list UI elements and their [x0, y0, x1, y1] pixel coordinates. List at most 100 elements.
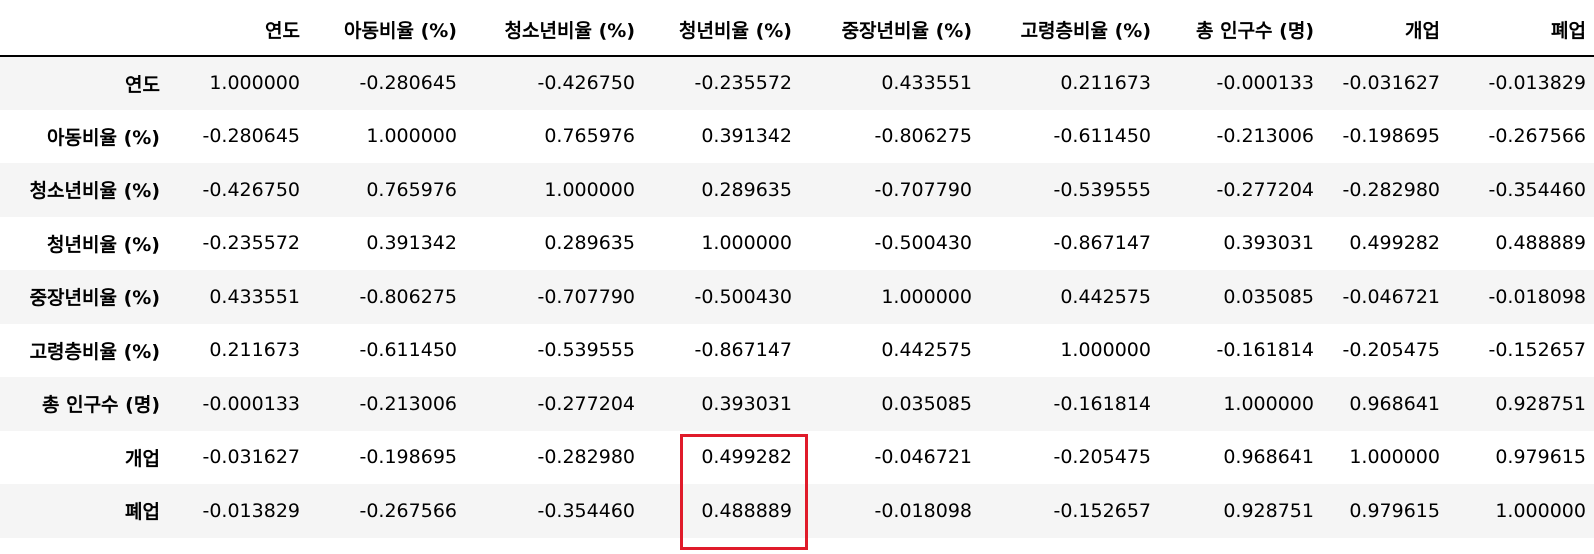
table-row: 연도 1.000000 -0.280645 -0.426750 -0.23557… [0, 56, 1594, 110]
table-cell: 0.765976 [366, 178, 457, 201]
table-cell: -0.282980 [537, 446, 635, 469]
table-cell: 1.000000 [366, 125, 457, 148]
row-label: 폐업 [125, 501, 160, 524]
table-cell: -0.018098 [1488, 285, 1586, 308]
table-cell: -0.354460 [1488, 178, 1586, 201]
table-cell: 0.979615 [1349, 499, 1440, 522]
table-cell: -0.500430 [874, 232, 972, 255]
table-cell: -0.280645 [202, 125, 300, 148]
table-cell: 1.000000 [1349, 446, 1440, 469]
table-cell: 0.393031 [1223, 232, 1314, 255]
column-header: 폐업 [1448, 0, 1594, 57]
table-row: 청소년비율 (%) -0.426750 0.765976 1.000000 0.… [0, 163, 1594, 217]
table-cell: -0.867147 [694, 339, 792, 362]
table-cell: 0.968641 [1223, 446, 1314, 469]
table-cell: 1.000000 [1223, 392, 1314, 415]
table-cell: 0.765976 [544, 125, 635, 148]
table-row: 고령층비율 (%) 0.211673 -0.611450 -0.539555 -… [0, 323, 1594, 377]
table-cell: 0.289635 [701, 178, 792, 201]
table-row: 아동비율 (%) -0.280645 1.000000 0.765976 0.3… [0, 109, 1594, 163]
row-label: 연도 [125, 73, 160, 96]
table-cell: -0.031627 [1342, 72, 1440, 95]
table-cell: -0.426750 [537, 72, 635, 95]
table-cell: 0.979615 [1495, 446, 1586, 469]
table-cell: -0.152657 [1053, 499, 1151, 522]
table-cell: -0.235572 [694, 72, 792, 95]
table-cell: -0.280645 [359, 72, 457, 95]
row-label: 고령층비율 (%) [29, 340, 160, 363]
table-cell: -0.267566 [359, 499, 457, 522]
table-cell: 0.393031 [701, 392, 792, 415]
index-header-corner [0, 0, 182, 57]
table-cell: -0.500430 [694, 285, 792, 308]
table-cell: 0.391342 [366, 232, 457, 255]
table-cell: -0.013829 [1488, 72, 1586, 95]
table-cell: -0.031627 [202, 446, 300, 469]
column-header: 총 인구수 (명) [1159, 0, 1322, 57]
table-cell: 1.000000 [209, 72, 300, 95]
table-cell: -0.000133 [1216, 72, 1314, 95]
table-cell: 1.000000 [881, 285, 972, 308]
row-label: 총 인구수 (명) [42, 394, 160, 417]
table-cell: -0.277204 [537, 392, 635, 415]
table-cell: -0.198695 [1342, 125, 1440, 148]
table-cell: 1.000000 [1495, 499, 1586, 522]
column-header: 청소년비율 (%) [465, 0, 643, 57]
table-row: 개업 -0.031627 -0.198695 -0.282980 0.49928… [0, 430, 1594, 484]
table-row: 중장년비율 (%) 0.433551 -0.806275 -0.707790 -… [0, 270, 1594, 324]
table-cell: -0.267566 [1488, 125, 1586, 148]
column-header: 개업 [1322, 0, 1448, 57]
highlighted-cell: 0.499282 [701, 446, 792, 469]
table-cell: 0.035085 [1223, 285, 1314, 308]
table-cell: -0.013829 [202, 499, 300, 522]
correlation-table: 연도 아동비율 (%) 청소년비율 (%) 청년비율 (%) 중장년비율 (%)… [0, 0, 1594, 538]
table-cell: 0.211673 [209, 339, 300, 362]
table-cell: 0.289635 [544, 232, 635, 255]
table-cell: -0.611450 [359, 339, 457, 362]
row-label: 중장년비율 (%) [29, 287, 160, 310]
table-cell: -0.707790 [874, 178, 972, 201]
table-row: 총 인구수 (명) -0.000133 -0.213006 -0.277204 … [0, 377, 1594, 431]
table-cell: -0.213006 [359, 392, 457, 415]
table-cell: -0.806275 [874, 125, 972, 148]
table-cell: 0.442575 [881, 339, 972, 362]
row-label: 아동비율 (%) [47, 126, 160, 149]
table-cell: 0.928751 [1495, 392, 1586, 415]
column-header: 청년비율 (%) [643, 0, 800, 57]
table-cell: 0.499282 [1349, 232, 1440, 255]
header-row: 연도 아동비율 (%) 청소년비율 (%) 청년비율 (%) 중장년비율 (%)… [0, 0, 1594, 57]
table-cell: 0.433551 [881, 72, 972, 95]
table-cell: -0.198695 [359, 446, 457, 469]
table-cell: -0.707790 [537, 285, 635, 308]
column-header: 고령층비율 (%) [980, 0, 1159, 57]
table-cell: -0.539555 [537, 339, 635, 362]
table-cell: -0.539555 [1053, 178, 1151, 201]
table-cell: -0.806275 [359, 285, 457, 308]
table-cell: -0.152657 [1488, 339, 1586, 362]
table-cell: 0.433551 [209, 285, 300, 308]
table-cell: 0.211673 [1060, 72, 1151, 95]
row-label: 개업 [125, 447, 160, 470]
table-cell: -0.018098 [874, 499, 972, 522]
table-cell: -0.426750 [202, 178, 300, 201]
row-label: 청소년비율 (%) [29, 180, 160, 203]
column-header: 연도 [182, 0, 308, 57]
table-cell: 1.000000 [544, 178, 635, 201]
table-cell: -0.046721 [1342, 285, 1440, 308]
table-cell: 0.968641 [1349, 392, 1440, 415]
table-cell: 0.488889 [1495, 232, 1586, 255]
table-cell: 0.391342 [701, 125, 792, 148]
table-cell: -0.161814 [1216, 339, 1314, 362]
table-cell: 1.000000 [1060, 339, 1151, 362]
table-cell: 0.035085 [881, 392, 972, 415]
table-cell: 1.000000 [701, 232, 792, 255]
table-row: 폐업 -0.013829 -0.267566 -0.354460 0.48888… [0, 484, 1594, 538]
table-cell: -0.867147 [1053, 232, 1151, 255]
table-cell: 0.442575 [1060, 285, 1151, 308]
table-cell: -0.213006 [1216, 125, 1314, 148]
row-label: 청년비율 (%) [47, 233, 160, 256]
highlighted-cell: 0.488889 [701, 499, 792, 522]
table-cell: -0.205475 [1053, 446, 1151, 469]
table-cell: -0.282980 [1342, 178, 1440, 201]
table-cell: -0.046721 [874, 446, 972, 469]
